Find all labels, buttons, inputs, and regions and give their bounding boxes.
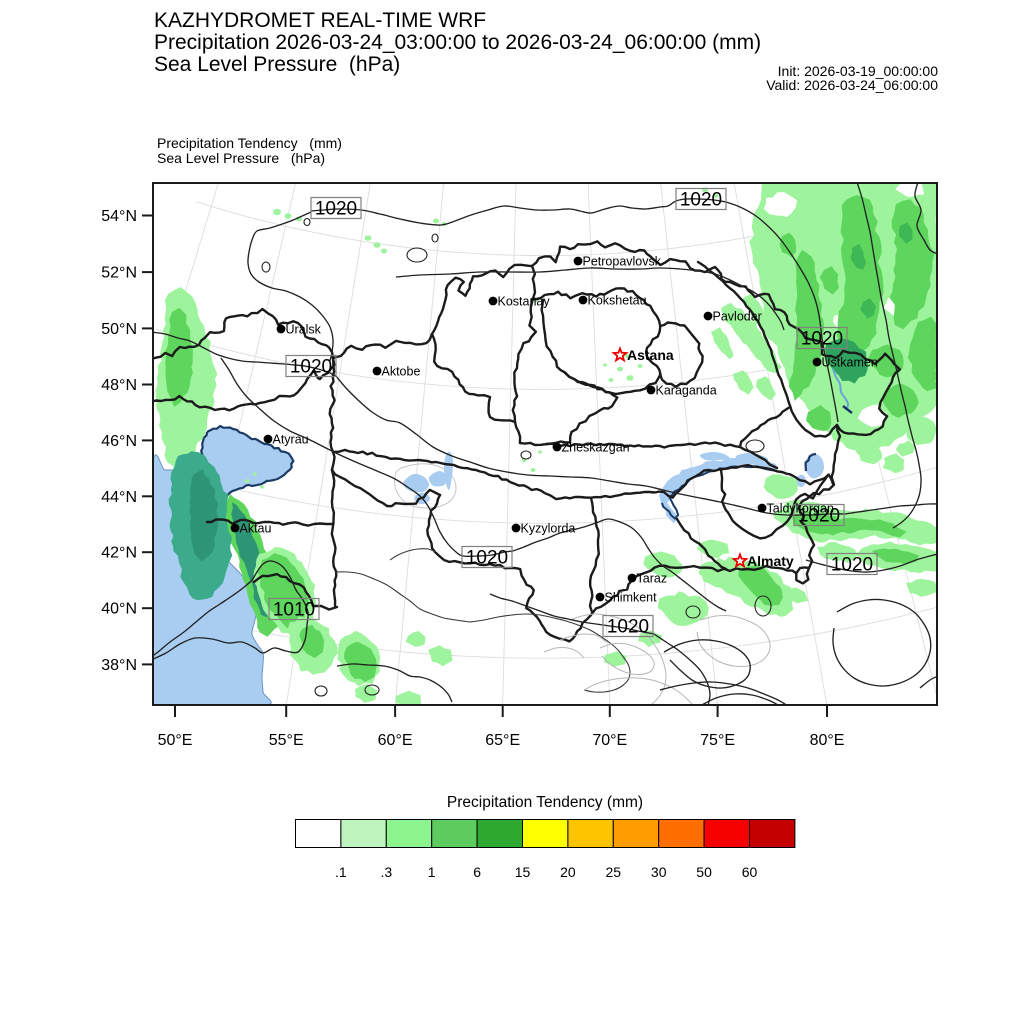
svg-text:Kostanay: Kostanay xyxy=(498,295,551,309)
svg-text:48°N: 48°N xyxy=(101,377,137,394)
svg-text:50°E: 50°E xyxy=(158,732,193,749)
svg-text:60°E: 60°E xyxy=(378,732,413,749)
svg-text:Shimkent: Shimkent xyxy=(605,591,658,605)
svg-text:1020: 1020 xyxy=(607,617,649,638)
svg-text:54°N: 54°N xyxy=(101,208,137,225)
svg-text:1020: 1020 xyxy=(680,190,722,211)
svg-text:Taldykorgan: Taldykorgan xyxy=(767,502,834,516)
svg-text:Aktau: Aktau xyxy=(240,522,272,536)
svg-text:1020: 1020 xyxy=(798,506,840,527)
svg-text:Uralsk: Uralsk xyxy=(286,323,322,337)
svg-text:Precipitation 2026-03-24_03:00: Precipitation 2026-03-24_03:00:00 to 202… xyxy=(154,31,761,54)
svg-text:.1: .1 xyxy=(335,864,347,880)
svg-text:50°N: 50°N xyxy=(101,321,137,338)
svg-text:Petropavlovsk: Petropavlovsk xyxy=(583,255,662,269)
svg-text:30: 30 xyxy=(651,864,667,880)
svg-text:Astana: Astana xyxy=(627,347,674,363)
svg-text:80°E: 80°E xyxy=(810,732,845,749)
svg-text:38°N: 38°N xyxy=(101,657,137,674)
svg-text:46°N: 46°N xyxy=(101,433,137,450)
svg-text:1020: 1020 xyxy=(831,555,873,576)
svg-text:6: 6 xyxy=(473,864,481,880)
svg-text:.3: .3 xyxy=(380,864,392,880)
svg-text:Karaganda: Karaganda xyxy=(656,384,717,398)
svg-text:Kyzylorda: Kyzylorda xyxy=(521,522,576,536)
svg-text:Ustkamen: Ustkamen xyxy=(822,356,878,370)
svg-text:Precipitation Tendency (mm): Precipitation Tendency (mm) xyxy=(447,794,643,811)
svg-text:50: 50 xyxy=(696,864,712,880)
svg-text:1020: 1020 xyxy=(801,329,843,350)
svg-text:20: 20 xyxy=(560,864,576,880)
svg-text:60: 60 xyxy=(742,864,758,880)
svg-text:Atyrau: Atyrau xyxy=(273,433,309,447)
svg-text:Init: 2026-03-19_00:00:00: Init: 2026-03-19_00:00:00 xyxy=(778,63,939,79)
svg-text:Precipitation Tendency (mm): Precipitation Tendency (mm) xyxy=(157,135,342,151)
svg-text:Taraz: Taraz xyxy=(637,572,668,586)
svg-text:Aktobe: Aktobe xyxy=(382,365,421,379)
svg-text:65°E: 65°E xyxy=(485,732,520,749)
svg-text:Zheskazgan: Zheskazgan xyxy=(562,441,630,455)
svg-text:15: 15 xyxy=(515,864,531,880)
svg-text:25: 25 xyxy=(606,864,622,880)
svg-text:Kokshetau: Kokshetau xyxy=(588,294,647,308)
svg-text:Almaty: Almaty xyxy=(747,553,794,569)
svg-text:Pavlodar: Pavlodar xyxy=(713,310,762,324)
svg-text:42°N: 42°N xyxy=(101,545,137,562)
svg-text:1020: 1020 xyxy=(466,548,508,569)
svg-text:1010: 1010 xyxy=(273,600,315,621)
svg-text:75°E: 75°E xyxy=(700,732,735,749)
svg-text:40°N: 40°N xyxy=(101,601,137,618)
svg-text:1020: 1020 xyxy=(290,357,332,378)
svg-text:Sea Level Pressure (hPa): Sea Level Pressure (hPa) xyxy=(157,150,325,166)
svg-text:KAZHYDROMET REAL-TIME WRF: KAZHYDROMET REAL-TIME WRF xyxy=(154,9,486,32)
svg-text:44°N: 44°N xyxy=(101,489,137,506)
svg-text:Sea Level Pressure (hPa): Sea Level Pressure (hPa) xyxy=(154,53,400,76)
svg-text:70°E: 70°E xyxy=(592,732,627,749)
svg-text:1020: 1020 xyxy=(315,199,357,220)
svg-text:1: 1 xyxy=(428,864,436,880)
svg-text:Valid: 2026-03-24_06:00:00: Valid: 2026-03-24_06:00:00 xyxy=(766,77,938,93)
svg-text:55°E: 55°E xyxy=(269,732,304,749)
svg-text:52°N: 52°N xyxy=(101,265,137,282)
